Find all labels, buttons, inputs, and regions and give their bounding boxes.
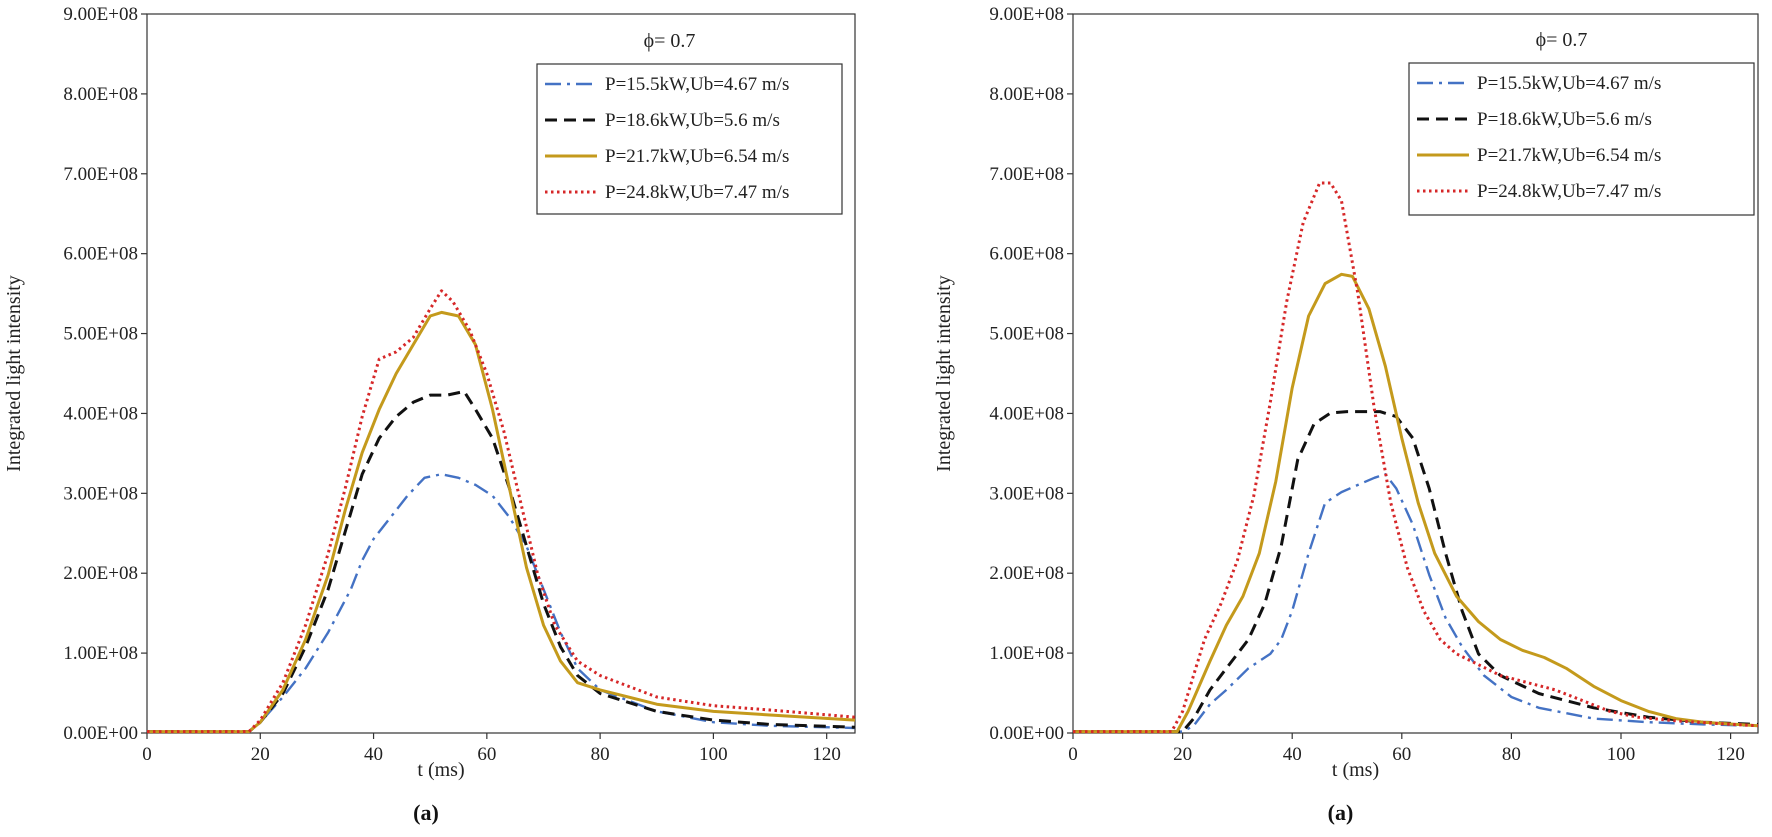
- y-tick-label: 3.00E+08: [989, 483, 1064, 504]
- y-tick-label: 5.00E+08: [989, 324, 1064, 345]
- series-line-3: [147, 310, 856, 734]
- x-tick-label: 60: [1392, 744, 1411, 765]
- y-tick-label: 1.00E+08: [989, 643, 1064, 664]
- series-line-4: [147, 289, 856, 734]
- x-tick-label: 20: [1173, 744, 1192, 765]
- series-line-2: [1073, 410, 1759, 734]
- y-tick-label: 2.00E+08: [63, 563, 138, 584]
- x-tick-label: 40: [1283, 744, 1302, 765]
- y-tick-label: 0.00E+00: [989, 723, 1064, 744]
- legend-entry: P=24.8kW,Ub=7.47 m/s: [605, 182, 789, 203]
- panel-caption: (a): [413, 800, 439, 825]
- x-tick-label: 0: [142, 744, 152, 765]
- y-tick-label: 6.00E+08: [63, 244, 138, 265]
- legend-entry: P=21.7kW,Ub=6.54 m/s: [1477, 145, 1661, 166]
- y-axis-label: Integrated light intensity: [3, 275, 25, 472]
- series-line-1: [147, 473, 856, 733]
- plot-area: [1072, 13, 1759, 734]
- plot-area: [146, 13, 856, 734]
- y-tick-label: 8.00E+08: [989, 84, 1064, 105]
- legend-title: ϕ= 0.7: [1536, 29, 1588, 51]
- chart-panel-2: 0.00E+00 1.00E+08 2.00E+08 3.00E+08 4.00E+08…: [933, 4, 1759, 825]
- x-tick-label: 100: [1607, 744, 1636, 765]
- y-tick-label: 1.00E+08: [63, 643, 138, 664]
- x-axis-label: t (ms): [417, 759, 464, 781]
- legend-entry: P=15.5kW,Ub=4.67 m/s: [1477, 73, 1661, 94]
- y-tick-label: 9.00E+08: [989, 4, 1064, 25]
- series-line-4: [1073, 181, 1759, 734]
- panel-caption: (a): [1328, 800, 1354, 825]
- y-tick-label: 5.00E+08: [63, 324, 138, 345]
- y-tick-label: 3.00E+08: [63, 483, 138, 504]
- x-tick-label: 40: [364, 744, 383, 765]
- y-tick-label: 4.00E+08: [989, 403, 1064, 424]
- x-tick-label: 80: [591, 744, 610, 765]
- legend-entry: P=24.8kW,Ub=7.47 m/s: [1477, 181, 1661, 202]
- x-tick-label: 100: [699, 744, 728, 765]
- y-tick-label: 4.00E+08: [63, 403, 138, 424]
- series-line-2: [147, 390, 856, 734]
- y-tick-label: 7.00E+08: [63, 164, 138, 185]
- x-axis-label: t (ms): [1332, 759, 1379, 781]
- legend-entry: P=18.6kW,Ub=5.6 m/s: [1477, 109, 1652, 130]
- series-line-3: [1073, 272, 1759, 734]
- chart-panel-1: 0.00E+00 1.00E+08 2.00E+08 3.00E+08 4.00E+08…: [3, 4, 856, 825]
- y-tick-label: 8.00E+08: [63, 84, 138, 105]
- y-tick-label: 0.00E+00: [63, 723, 138, 744]
- x-tick-label: 0: [1068, 744, 1078, 765]
- legend-entry: P=21.7kW,Ub=6.54 m/s: [605, 146, 789, 167]
- y-tick-label: 6.00E+08: [989, 244, 1064, 265]
- x-tick-label: 80: [1502, 744, 1521, 765]
- x-tick-label: 120: [1716, 744, 1745, 765]
- legend-box: [536, 63, 843, 215]
- series-line-1: [1073, 473, 1759, 733]
- x-tick-label: 120: [812, 744, 841, 765]
- y-tick-label: 9.00E+08: [63, 4, 138, 25]
- legend-entry: P=18.6kW,Ub=5.6 m/s: [605, 110, 780, 131]
- y-tick-label: 7.00E+08: [989, 164, 1064, 185]
- y-axis-label: Integrated light intensity: [933, 275, 955, 472]
- y-tick-label: 2.00E+08: [989, 563, 1064, 584]
- legend-entry: P=15.5kW,Ub=4.67 m/s: [605, 74, 789, 95]
- x-tick-label: 20: [251, 744, 270, 765]
- legend-title: ϕ= 0.7: [644, 30, 696, 52]
- x-tick-label: 60: [477, 744, 496, 765]
